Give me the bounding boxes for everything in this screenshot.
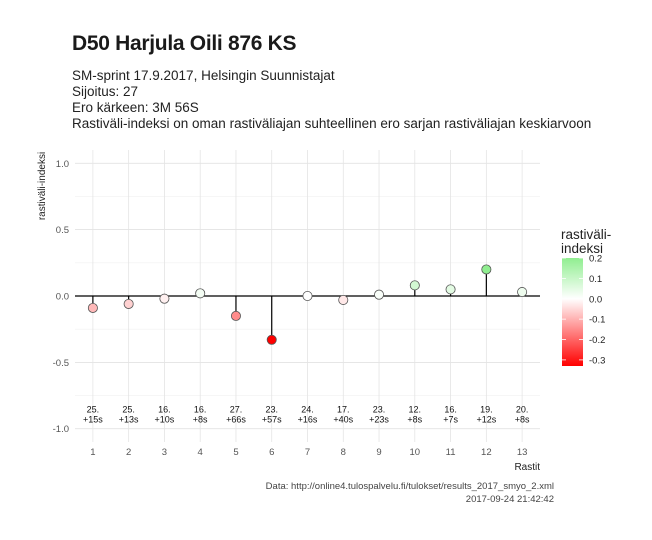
- legend-tick-label-2: 0.0: [589, 294, 602, 305]
- y-tick-label-1: 0.5: [56, 225, 69, 236]
- annotation-diff-10: +8s: [407, 415, 422, 425]
- x-tick-label-2: 3: [162, 447, 167, 458]
- point-11: [445, 284, 456, 295]
- subtitle-line-2: Sijoitus: 27: [72, 84, 139, 99]
- annotation-rank-8: 17.: [337, 405, 350, 415]
- x-tick-label-4: 5: [233, 447, 238, 458]
- legend-tick-label-3: -0.1: [589, 315, 605, 326]
- point-4: [195, 288, 206, 299]
- x-tick-label-12: 13: [517, 447, 528, 458]
- point-6: [266, 334, 277, 345]
- annotation-diff-8: +40s: [333, 415, 353, 425]
- point-12: [481, 264, 492, 275]
- legend-title: rastiväli- indeksi: [561, 228, 611, 256]
- legend-colorbar: [562, 258, 583, 366]
- annotation-diff-5: +66s: [226, 415, 246, 425]
- x-tick-label-0: 1: [90, 447, 95, 458]
- subtitle-line-1: SM-sprint 17.9.2017, Helsingin Suunnista…: [72, 68, 335, 83]
- annotation-rank-9: 23.: [373, 405, 386, 415]
- annotation-diff-4: +8s: [193, 415, 208, 425]
- annotation-rank-2: 25.: [122, 405, 135, 415]
- timestamp: 2017-09-24 21:42:42: [465, 494, 554, 505]
- annotation-diff-7: +16s: [298, 415, 318, 425]
- annotation-rank-12: 19.: [480, 405, 493, 415]
- point-13: [517, 287, 528, 298]
- annotation-rank-1: 25.: [87, 405, 100, 415]
- point-2: [123, 298, 134, 309]
- annotation-diff-12: +12s: [476, 415, 496, 425]
- legend-title-line-2: indeksi: [561, 241, 604, 256]
- chart-title: D50 Harjula Oili 876 KS: [72, 32, 297, 55]
- x-tick-label-3: 4: [198, 447, 203, 458]
- annotation-rank-3: 16.: [158, 405, 171, 415]
- annotation-rank-7: 24.: [301, 405, 314, 415]
- legend-title-line-1: rastiväli-: [561, 227, 612, 242]
- subtitle-line-3: Ero kärkeen: 3M 56S: [72, 100, 199, 115]
- annotation-rank-10: 12.: [409, 405, 422, 415]
- annotation-rank-11: 16.: [444, 405, 457, 415]
- point-3: [159, 293, 170, 304]
- annotation-diff-3: +10s: [155, 415, 175, 425]
- point-8: [338, 294, 349, 305]
- y-tick-label-0: 1.0: [56, 159, 69, 170]
- point-9: [374, 289, 385, 300]
- annotation-diff-11: +7s: [443, 415, 458, 425]
- x-tick-label-5: 6: [269, 447, 274, 458]
- legend-tick-label-4: -0.2: [589, 335, 605, 346]
- point-7: [302, 290, 313, 301]
- legend-tick-label-5: -0.3: [589, 355, 605, 366]
- y-axis-title: rastiväli-indeksi: [37, 152, 48, 220]
- legend-tick-label-0: 0.2: [589, 254, 602, 265]
- annotation-rank-4: 16.: [194, 405, 207, 415]
- x-tick-label-11: 12: [481, 447, 492, 458]
- annotation-diff-6: +57s: [262, 415, 282, 425]
- data-source: Data: http://online4.tulospalvelu.fi/tul…: [265, 481, 554, 492]
- point-10: [409, 280, 420, 291]
- point-5: [230, 310, 241, 321]
- x-tick-label-6: 7: [305, 447, 310, 458]
- y-tick-label-4: -1.0: [53, 424, 69, 435]
- x-tick-label-8: 9: [376, 447, 381, 458]
- point-1: [87, 302, 98, 313]
- annotation-diff-1: +15s: [83, 415, 103, 425]
- legend-tick-label-1: 0.1: [589, 274, 602, 285]
- annotation-diff-9: +23s: [369, 415, 389, 425]
- annotation-rank-6: 23.: [265, 405, 278, 415]
- x-tick-label-9: 10: [410, 447, 421, 458]
- x-axis-title: Rastit: [514, 462, 540, 473]
- subtitle-line-4: Rastiväli-indeksi on oman rastiväliajan …: [72, 116, 592, 131]
- annotation-diff-2: +13s: [119, 415, 139, 425]
- annotation-rank-13: 20.: [516, 405, 529, 415]
- x-tick-label-1: 2: [126, 447, 131, 458]
- y-tick-label-3: -0.5: [53, 358, 69, 369]
- x-tick-label-10: 11: [446, 447, 456, 458]
- annotation-rank-5: 27.: [230, 405, 243, 415]
- annotation-diff-13: +8s: [515, 415, 530, 425]
- x-tick-label-7: 8: [341, 447, 346, 458]
- y-tick-label-2: 0.0: [56, 292, 69, 303]
